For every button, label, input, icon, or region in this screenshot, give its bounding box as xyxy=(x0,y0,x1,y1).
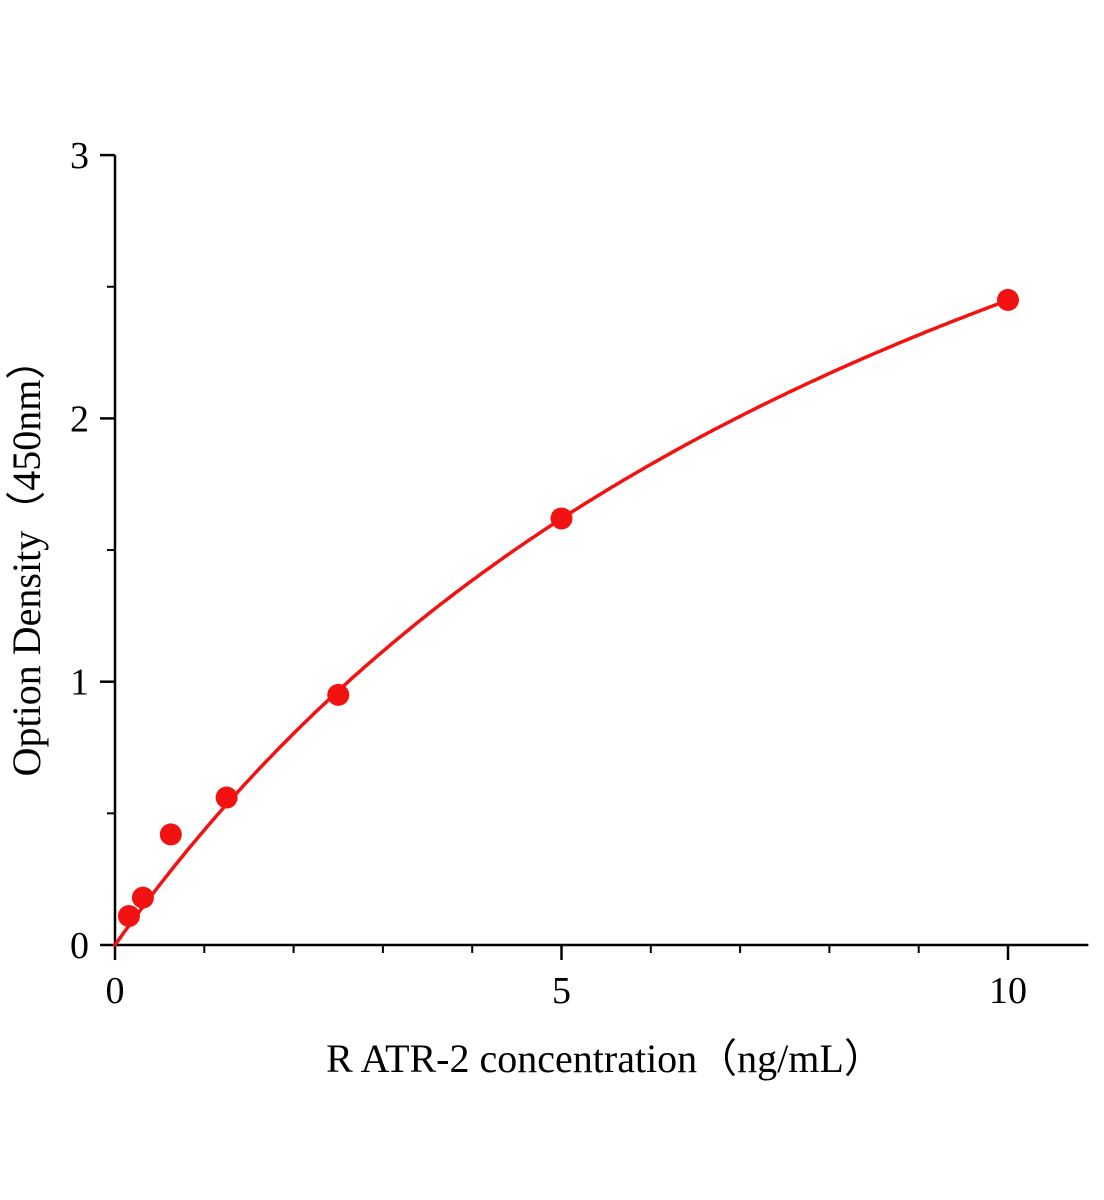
plot-series xyxy=(113,288,1019,947)
x-tick-label: 10 xyxy=(989,970,1027,1012)
y-tick-label: 3 xyxy=(70,135,89,177)
fit-curve xyxy=(113,298,1010,947)
y-tick-label: 2 xyxy=(70,398,89,440)
data-point xyxy=(215,786,238,809)
x-tick-label: 5 xyxy=(552,970,571,1012)
data-point xyxy=(131,886,154,909)
data-point xyxy=(327,683,350,706)
data-point xyxy=(159,823,182,846)
data-point xyxy=(117,905,140,928)
y-axis-title: Option Density（450nm） xyxy=(4,340,49,777)
y-tick-label: 0 xyxy=(70,925,89,967)
data-point xyxy=(550,507,573,530)
x-tick-label: 0 xyxy=(106,970,125,1012)
y-tick-label: 1 xyxy=(70,662,89,704)
data-point xyxy=(997,288,1019,311)
x-axis-title: R ATR-2 concentration（ng/mL） xyxy=(326,1036,884,1081)
axes: 0 5 10 0 1 2 3 xyxy=(70,135,1089,1012)
